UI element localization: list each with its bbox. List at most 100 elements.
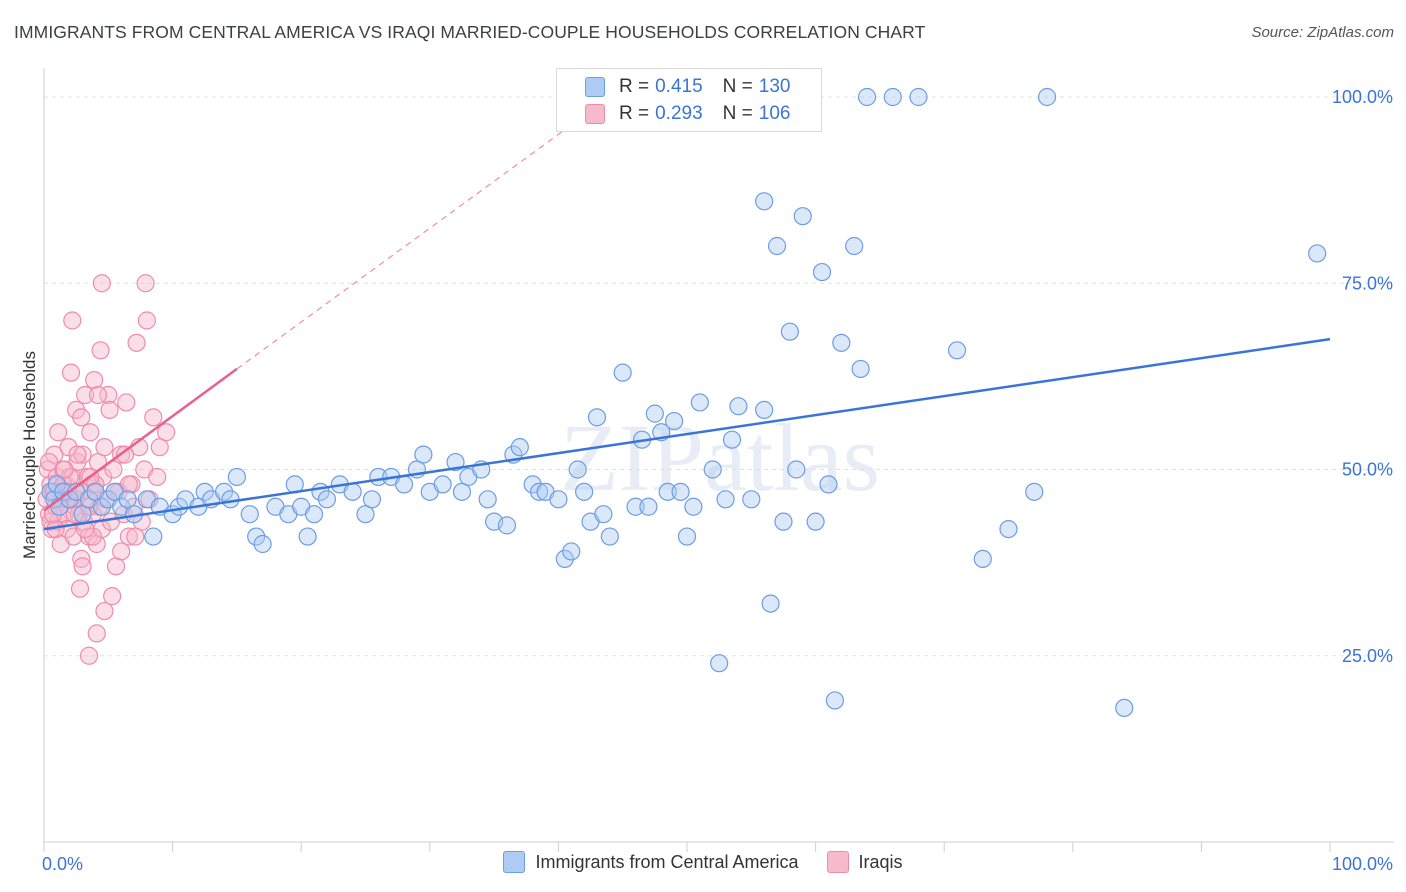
source-label: Source: ZipAtlas.com [1251, 24, 1394, 41]
legend-item-central-america[interactable]: Immigrants from Central America [503, 851, 799, 873]
data-point [549, 490, 568, 509]
data-point [478, 490, 497, 509]
data-point [92, 497, 111, 516]
legend-r-value: 0.293 [655, 103, 703, 124]
data-point [298, 527, 317, 546]
data-point [92, 274, 111, 293]
data-point [247, 527, 266, 546]
legend-n-value: 130 [758, 76, 791, 97]
data-point [562, 542, 581, 561]
trend-line-central-america [43, 337, 1331, 531]
data-point [115, 445, 135, 464]
data-point [253, 534, 272, 554]
data-point [909, 87, 928, 107]
y-tick-label: 75.0% [1342, 273, 1393, 293]
data-point [716, 490, 735, 509]
data-point [613, 363, 632, 382]
data-point [95, 438, 114, 457]
data-point [883, 87, 902, 107]
data-point [690, 393, 709, 412]
data-point [684, 497, 703, 516]
legend-n-label: N = [722, 76, 753, 97]
data-point [761, 594, 780, 613]
data-point [414, 445, 433, 464]
data-point [221, 490, 240, 509]
data-point [722, 430, 742, 449]
data-point [626, 497, 645, 516]
data-point [665, 411, 684, 431]
series-central-america [41, 87, 1327, 718]
legend-swatch-pink [585, 104, 605, 124]
data-point [851, 359, 870, 379]
data-point [68, 445, 87, 464]
data-point [703, 460, 722, 479]
data-point [819, 475, 838, 494]
data-point [568, 460, 587, 479]
data-point [144, 527, 163, 546]
data-point [88, 385, 108, 405]
data-point [144, 408, 163, 427]
data-point [774, 512, 793, 531]
legend-n-value: 106 [758, 103, 791, 124]
data-point [845, 236, 864, 256]
trend-line-iraqis [43, 367, 238, 512]
data-point [148, 467, 167, 487]
data-point [227, 467, 246, 487]
data-point [446, 452, 465, 472]
data-point [1308, 244, 1327, 263]
data-point [671, 482, 690, 501]
data-point [55, 460, 74, 479]
data-point [812, 262, 832, 282]
data-point [973, 549, 992, 569]
legend-swatch-blue [585, 77, 605, 97]
data-point [100, 400, 119, 419]
chart-title: IMMIGRANTS FROM CENTRAL AMERICA VS IRAQI… [14, 22, 926, 42]
data-point [81, 423, 100, 442]
data-point [947, 341, 967, 360]
data-point [126, 527, 145, 546]
y-tick-label: 50.0% [1342, 460, 1393, 480]
legend-row-iraqis: R = 0.293 N = 106 [585, 102, 790, 126]
data-point [787, 460, 806, 479]
x-tick-label: 0.0% [42, 854, 83, 874]
data-point [806, 512, 825, 531]
data-point [857, 87, 877, 107]
data-point [317, 490, 337, 509]
data-point [530, 482, 549, 501]
data-point [394, 475, 414, 494]
data-point [127, 333, 146, 352]
data-point [136, 274, 155, 293]
data-point [63, 311, 82, 330]
data-point [793, 207, 812, 226]
data-point [83, 527, 102, 546]
y-tick-label: 25.0% [1342, 646, 1393, 666]
data-point [594, 505, 613, 524]
data-point [43, 505, 63, 524]
data-point [137, 311, 156, 330]
data-point [103, 587, 122, 606]
stats-legend: R = 0.415 N = 130 R = 0.293 N = 106 [556, 68, 822, 132]
legend-swatch-pink [826, 851, 849, 873]
data-point [214, 482, 234, 501]
data-point [825, 691, 844, 710]
data-point [780, 322, 799, 341]
data-point [729, 397, 748, 416]
data-point [343, 482, 362, 501]
data-point [710, 654, 729, 673]
x-tick-label: 100.0% [1332, 854, 1393, 874]
data-point [76, 385, 95, 405]
data-point [99, 385, 118, 405]
data-point [85, 371, 104, 390]
data-point [1037, 87, 1057, 107]
data-point [119, 475, 138, 494]
data-point [767, 236, 787, 256]
data-point [755, 192, 774, 211]
data-point [49, 423, 68, 442]
data-point [575, 482, 594, 501]
data-point [587, 408, 607, 427]
legend-r-label: R = [619, 76, 650, 97]
legend-item-iraqis[interactable]: Iraqis [826, 851, 903, 873]
data-point [497, 516, 517, 535]
data-point [47, 475, 66, 494]
